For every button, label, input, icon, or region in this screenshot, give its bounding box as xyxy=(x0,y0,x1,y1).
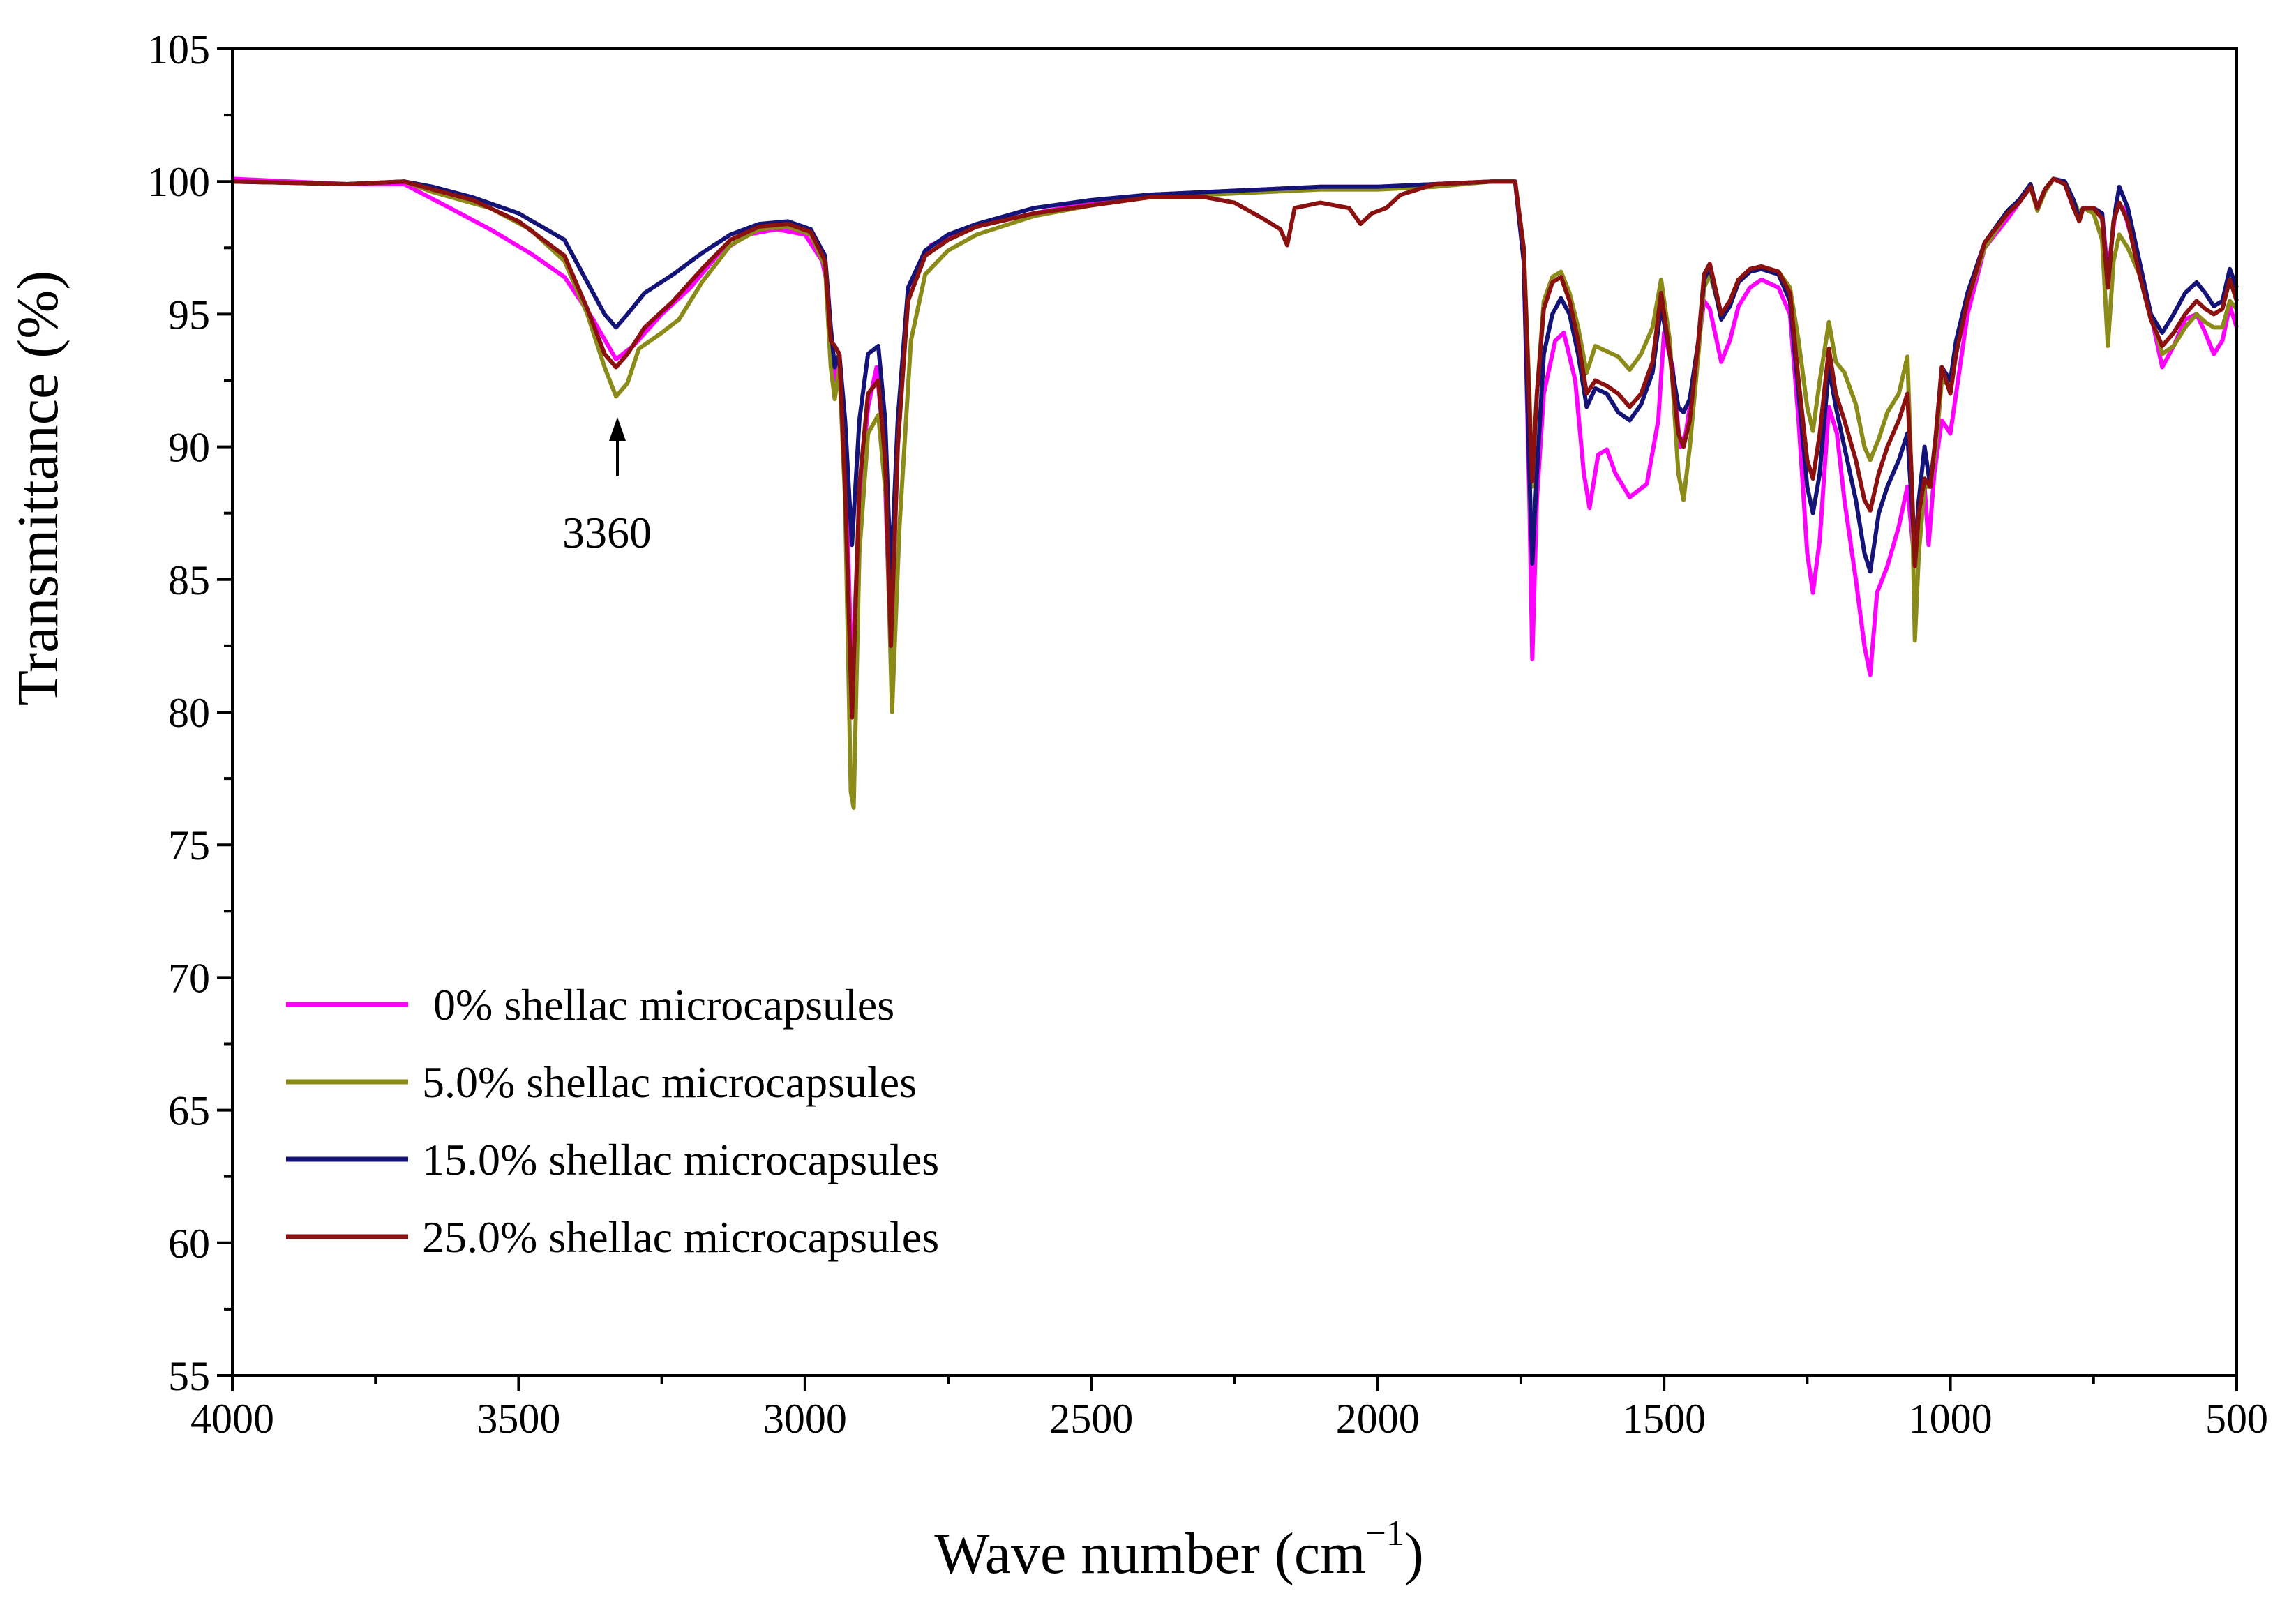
x-tick-label: 4000 xyxy=(190,1396,274,1442)
annotation-label: 3360 xyxy=(562,508,652,557)
annotation-arrow-head xyxy=(609,417,626,441)
y-tick-label: 80 xyxy=(168,690,210,736)
tick-labels: 4000 3500 3000 2500 2000 1500 1000 500 55 60 65 70 7… xyxy=(147,27,2268,1442)
legend-item: 25.0% shellac microcapsules xyxy=(286,1212,939,1262)
peak-annotation: 3360 xyxy=(562,417,652,557)
y-tick-label: 105 xyxy=(147,27,210,73)
series-line-2 xyxy=(232,176,2239,582)
y-tick-label: 70 xyxy=(168,955,210,1001)
y-tick-label: 85 xyxy=(168,557,210,603)
x-axis-title: Wave number (cm−1) xyxy=(934,1514,1424,1586)
legend-item: 5.0% shellac microcapsules xyxy=(286,1057,917,1107)
legend-label-0: 0% shellac microcapsules xyxy=(422,980,894,1030)
y-tick-label: 95 xyxy=(168,292,210,338)
plot-lines xyxy=(232,176,2239,810)
x-tick-label: 2500 xyxy=(1049,1396,1133,1442)
x-tick-label: 1500 xyxy=(1622,1396,1706,1442)
series-line-1 xyxy=(232,176,2239,810)
y-tick-label: 75 xyxy=(168,822,210,868)
series-line-3 xyxy=(232,176,2239,720)
y-tick-label: 55 xyxy=(168,1353,210,1399)
y-tick-label: 90 xyxy=(168,425,210,471)
y-tick-label: 65 xyxy=(168,1088,210,1134)
legend-label-3: 25.0% shellac microcapsules xyxy=(422,1212,939,1262)
legend-label-2: 15.0% shellac microcapsules xyxy=(422,1135,939,1184)
x-tick-label: 1000 xyxy=(1909,1396,1993,1442)
legend-item: 15.0% shellac microcapsules xyxy=(286,1135,939,1184)
legend: 0% shellac microcapsules 5.0% shellac mi… xyxy=(286,980,939,1262)
x-tick-label: 500 xyxy=(2205,1396,2268,1442)
legend-item: 0% shellac microcapsules xyxy=(286,980,894,1030)
axis-ticks xyxy=(217,47,2238,1391)
y-tick-label: 60 xyxy=(168,1221,210,1267)
y-tick-label: 100 xyxy=(147,159,210,205)
legend-label-1: 5.0% shellac microcapsules xyxy=(422,1057,917,1107)
x-tick-label: 2000 xyxy=(1336,1396,1420,1442)
x-tick-label: 3000 xyxy=(763,1396,847,1442)
x-tick-label: 3500 xyxy=(477,1396,560,1442)
y-axis-title: Transmittance (%) xyxy=(6,271,70,706)
